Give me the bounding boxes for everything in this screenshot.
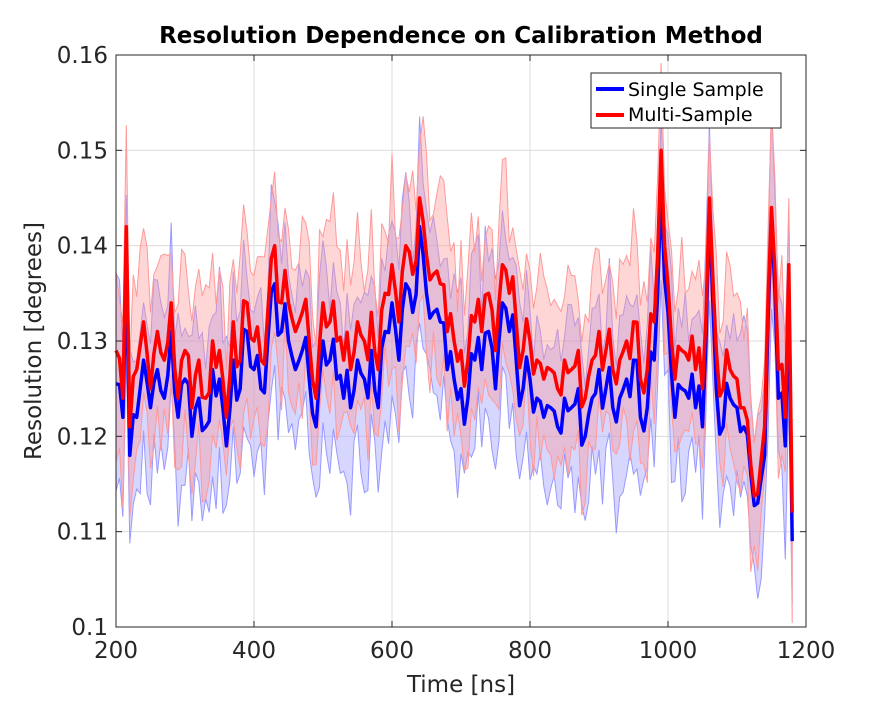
- y-tick-label: 0.1: [71, 615, 108, 641]
- y-tick-label: 0.14: [57, 234, 108, 260]
- chart-title: Resolution Dependence on Calibration Met…: [159, 23, 763, 49]
- y-tick-label: 0.13: [57, 329, 108, 355]
- legend: Single Sample Multi-Sample: [590, 72, 782, 129]
- y-tick-label: 0.16: [57, 43, 108, 69]
- line-multi-sample: [114, 148, 794, 513]
- x-tick-label: 800: [508, 638, 552, 664]
- legend-box: [590, 72, 782, 129]
- y-tick-label: 0.12: [57, 424, 108, 450]
- y-tick-label: 0.15: [57, 138, 108, 164]
- y-tick-label: 0.11: [57, 520, 108, 546]
- y-axis-label: Resolution [degrees]: [21, 222, 47, 460]
- x-tick-label: 200: [94, 638, 138, 664]
- legend-label-multi-sample: Multi-Sample: [628, 104, 753, 126]
- x-axis-ticks: 200 400 600 800 1000 1200: [94, 55, 835, 664]
- x-tick-label: 400: [232, 638, 276, 664]
- x-tick-label: 1200: [777, 638, 836, 664]
- x-tick-label: 600: [370, 638, 414, 664]
- legend-label-single-sample: Single Sample: [628, 79, 764, 101]
- y-axis-ticks: 0.1 0.11 0.12 0.13 0.14 0.15 0.16: [57, 43, 806, 641]
- series-lines: [114, 148, 794, 542]
- line-single-sample: [115, 186, 794, 542]
- x-axis-label: Time [ns]: [406, 672, 515, 698]
- x-tick-label: 1000: [639, 638, 698, 664]
